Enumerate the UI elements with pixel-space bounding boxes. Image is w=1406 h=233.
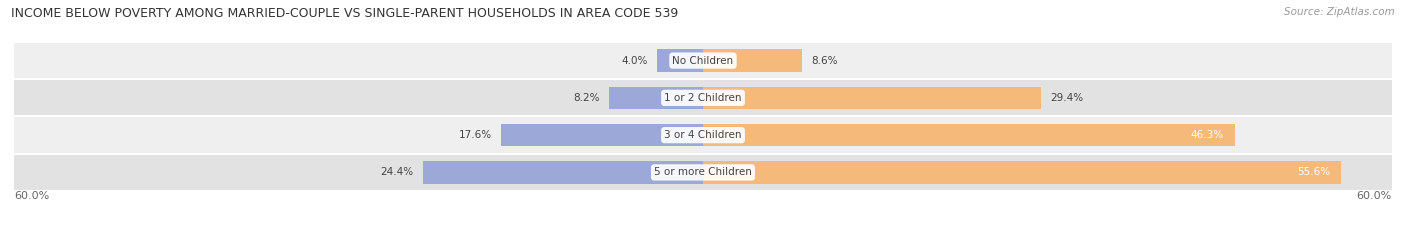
Bar: [703, 124, 1234, 146]
Text: 46.3%: 46.3%: [1189, 130, 1223, 140]
Bar: [657, 49, 703, 72]
Bar: [703, 87, 1040, 109]
Text: Source: ZipAtlas.com: Source: ZipAtlas.com: [1284, 7, 1395, 17]
Text: 8.6%: 8.6%: [811, 56, 838, 65]
Bar: [703, 161, 1341, 184]
Text: No Children: No Children: [672, 56, 734, 65]
Text: 1 or 2 Children: 1 or 2 Children: [664, 93, 742, 103]
Text: 5 or more Children: 5 or more Children: [654, 168, 752, 177]
Text: 60.0%: 60.0%: [14, 191, 49, 201]
Bar: [14, 42, 1392, 79]
Bar: [14, 79, 1392, 116]
Bar: [609, 87, 703, 109]
Text: 17.6%: 17.6%: [458, 130, 492, 140]
Text: 8.2%: 8.2%: [574, 93, 599, 103]
Text: INCOME BELOW POVERTY AMONG MARRIED-COUPLE VS SINGLE-PARENT HOUSEHOLDS IN AREA CO: INCOME BELOW POVERTY AMONG MARRIED-COUPL…: [11, 7, 679, 20]
Bar: [14, 116, 1392, 154]
Text: 4.0%: 4.0%: [621, 56, 648, 65]
Bar: [14, 154, 1392, 191]
Text: 55.6%: 55.6%: [1296, 168, 1330, 177]
Text: 3 or 4 Children: 3 or 4 Children: [664, 130, 742, 140]
Text: 60.0%: 60.0%: [1357, 191, 1392, 201]
Text: 24.4%: 24.4%: [381, 168, 413, 177]
Bar: [703, 49, 801, 72]
Text: 29.4%: 29.4%: [1050, 93, 1083, 103]
Bar: [423, 161, 703, 184]
Bar: [501, 124, 703, 146]
